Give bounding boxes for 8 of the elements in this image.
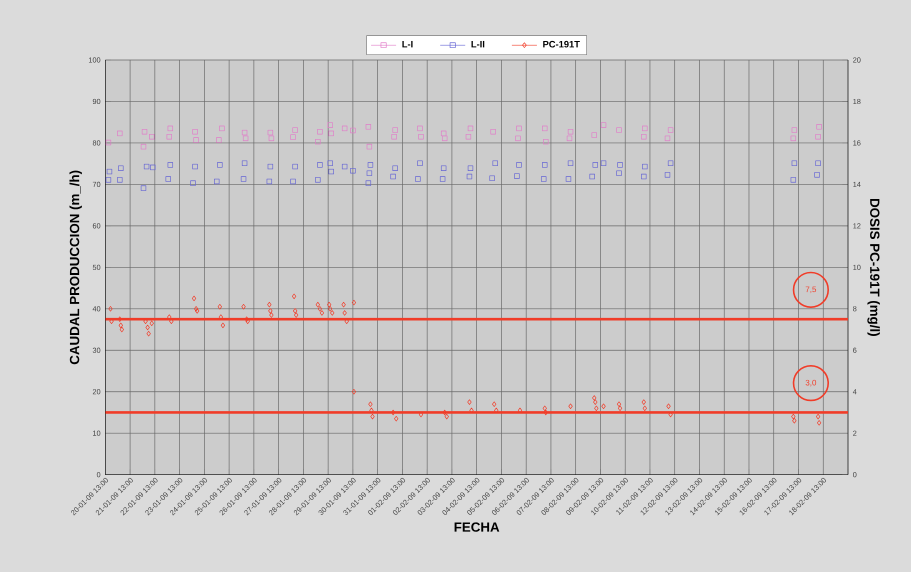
ref-line-label: 3,0 [806,380,816,386]
legend-label: PC-191T [543,40,580,48]
ref-line-label: 7,5 [806,286,816,294]
x-axis-title: FECHA [454,522,500,532]
legend-label: L-I [402,40,413,48]
y2-axis-title: DOSIS PC-191T (mg/l) [867,198,880,336]
legend-label: L-II [472,40,484,48]
y-axis-title: CAUDAL PRODUCCION (m_/h) [69,170,82,364]
